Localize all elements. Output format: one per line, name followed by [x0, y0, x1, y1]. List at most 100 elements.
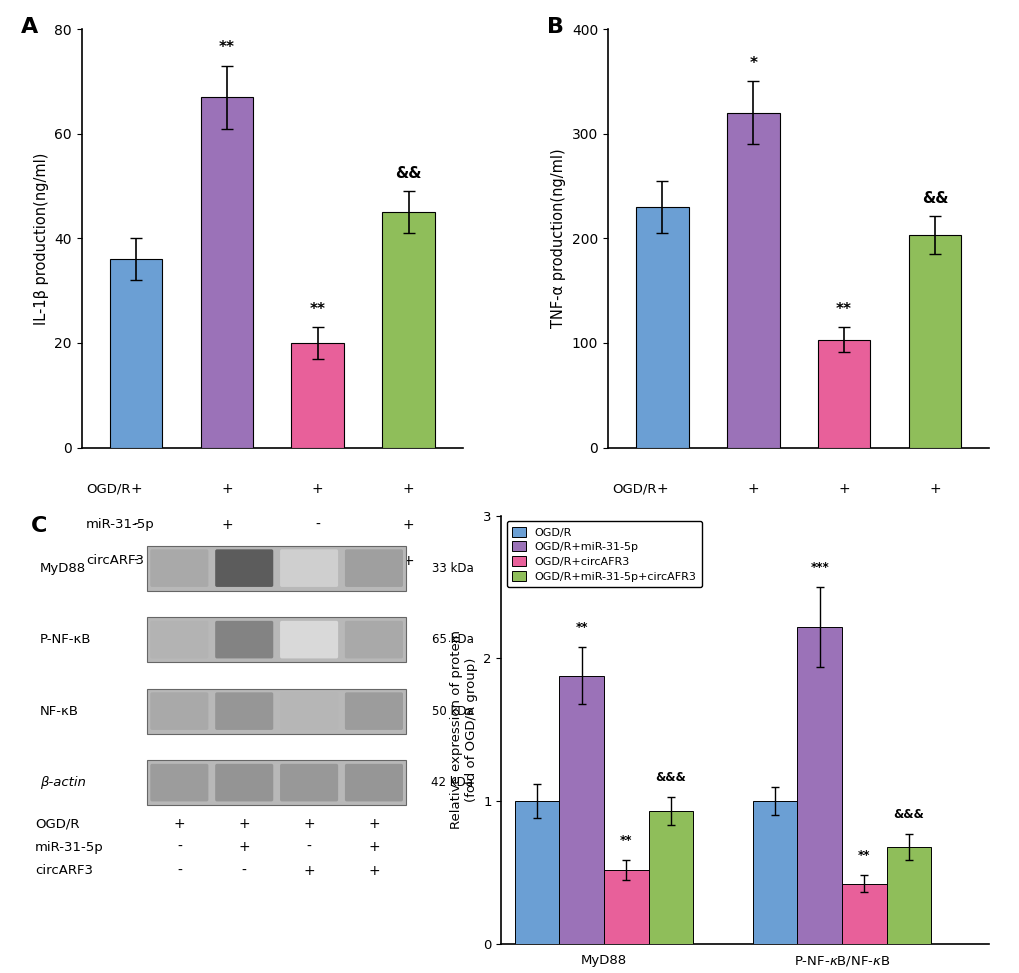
- Text: **: **: [857, 849, 870, 862]
- Text: +: +: [221, 483, 232, 496]
- Bar: [727, 113, 779, 448]
- Text: **: **: [836, 302, 851, 317]
- Text: +: +: [747, 483, 758, 496]
- Bar: [147, 760, 406, 805]
- Text: C: C: [31, 516, 47, 536]
- Text: -: -: [242, 864, 247, 878]
- Text: OGD/R: OGD/R: [35, 817, 79, 830]
- Text: +: +: [130, 483, 142, 496]
- Text: +: +: [403, 554, 414, 567]
- Text: +: +: [368, 864, 379, 878]
- Text: +: +: [838, 483, 849, 496]
- Text: -: -: [133, 554, 139, 567]
- Bar: [382, 212, 434, 448]
- Bar: [908, 235, 960, 448]
- Text: -: -: [750, 554, 755, 567]
- FancyBboxPatch shape: [150, 621, 208, 659]
- Bar: [515, 801, 558, 944]
- Text: &&&: &&&: [893, 809, 923, 821]
- Bar: [147, 546, 406, 591]
- FancyBboxPatch shape: [215, 764, 273, 802]
- Text: P-NF-κB: P-NF-κB: [40, 633, 91, 646]
- Bar: [636, 207, 688, 448]
- Text: -: -: [176, 864, 181, 878]
- Y-axis label: IL-1β production(ng/ml): IL-1β production(ng/ml): [34, 152, 49, 325]
- FancyBboxPatch shape: [215, 621, 273, 659]
- Text: &&: &&: [395, 165, 422, 181]
- Bar: [110, 259, 162, 448]
- Y-axis label: TNF-α production(ng/ml): TNF-α production(ng/ml): [551, 149, 566, 328]
- Text: circARF3: circARF3: [86, 554, 144, 567]
- Text: **: **: [575, 621, 587, 634]
- Text: 65 kDa: 65 kDa: [431, 633, 473, 646]
- Text: miR-31-5p: miR-31-5p: [86, 519, 155, 531]
- Text: +: +: [312, 483, 323, 496]
- Text: +: +: [368, 816, 379, 831]
- FancyBboxPatch shape: [344, 550, 403, 587]
- Text: -: -: [307, 841, 311, 854]
- Text: +: +: [368, 841, 379, 854]
- Text: +: +: [928, 518, 940, 532]
- Text: miR-31-5p: miR-31-5p: [35, 841, 104, 853]
- FancyBboxPatch shape: [344, 621, 403, 659]
- Legend: OGD/R, OGD/R+miR-31-5p, OGD/R+circAFR3, OGD/R+miR-31-5p+circAFR3: OGD/R, OGD/R+miR-31-5p, OGD/R+circAFR3, …: [506, 522, 701, 587]
- FancyBboxPatch shape: [150, 693, 208, 730]
- Bar: [147, 617, 406, 662]
- Bar: [603, 870, 648, 944]
- Text: A: A: [20, 17, 38, 37]
- Bar: [752, 801, 797, 944]
- Text: NF-κB: NF-κB: [40, 704, 78, 718]
- Text: +: +: [403, 518, 414, 532]
- FancyBboxPatch shape: [280, 550, 337, 587]
- Bar: [797, 627, 842, 944]
- Bar: [842, 883, 886, 944]
- Text: -: -: [659, 518, 664, 532]
- Y-axis label: Relative expression of protein
(fold of OGD/R group): Relative expression of protein (fold of …: [449, 631, 477, 829]
- Text: OGD/R: OGD/R: [612, 483, 656, 496]
- Text: +: +: [238, 841, 250, 854]
- Bar: [147, 689, 406, 734]
- Text: -: -: [315, 518, 320, 532]
- FancyBboxPatch shape: [344, 764, 403, 802]
- Text: 42 kDa: 42 kDa: [431, 776, 473, 789]
- Text: +: +: [928, 554, 940, 567]
- Bar: [817, 340, 869, 448]
- Text: MyD88: MyD88: [40, 561, 86, 575]
- Text: +: +: [403, 483, 414, 496]
- FancyBboxPatch shape: [215, 550, 273, 587]
- Text: &&&: &&&: [655, 771, 686, 784]
- Text: +: +: [173, 816, 185, 831]
- Text: β-actin: β-actin: [40, 776, 86, 789]
- FancyBboxPatch shape: [150, 550, 208, 587]
- Text: **: **: [219, 40, 234, 55]
- Text: +: +: [838, 554, 849, 567]
- Text: 50 kDa: 50 kDa: [431, 704, 473, 718]
- Bar: [558, 675, 603, 944]
- Text: -: -: [176, 841, 181, 854]
- Bar: [201, 97, 253, 448]
- FancyBboxPatch shape: [150, 764, 208, 802]
- Text: circARF3: circARF3: [35, 864, 93, 878]
- Text: +: +: [238, 816, 250, 831]
- Text: +: +: [221, 518, 232, 532]
- Text: B: B: [546, 17, 564, 37]
- Text: miR-31-5p: miR-31-5p: [612, 519, 681, 531]
- Text: ***: ***: [810, 561, 828, 574]
- Text: +: +: [303, 816, 315, 831]
- Text: *: *: [749, 56, 756, 71]
- Text: +: +: [312, 554, 323, 567]
- FancyBboxPatch shape: [215, 693, 273, 730]
- Text: +: +: [656, 483, 667, 496]
- Text: 33 kDa: 33 kDa: [431, 561, 473, 575]
- Text: **: **: [310, 302, 325, 317]
- Text: +: +: [928, 483, 940, 496]
- FancyBboxPatch shape: [344, 693, 403, 730]
- Bar: [291, 342, 343, 448]
- Text: -: -: [841, 518, 846, 532]
- FancyBboxPatch shape: [280, 764, 337, 802]
- Text: **: **: [620, 834, 632, 847]
- Text: &&: &&: [921, 191, 948, 206]
- Bar: [886, 847, 930, 944]
- Text: circARF3: circARF3: [612, 554, 669, 567]
- Text: +: +: [747, 518, 758, 532]
